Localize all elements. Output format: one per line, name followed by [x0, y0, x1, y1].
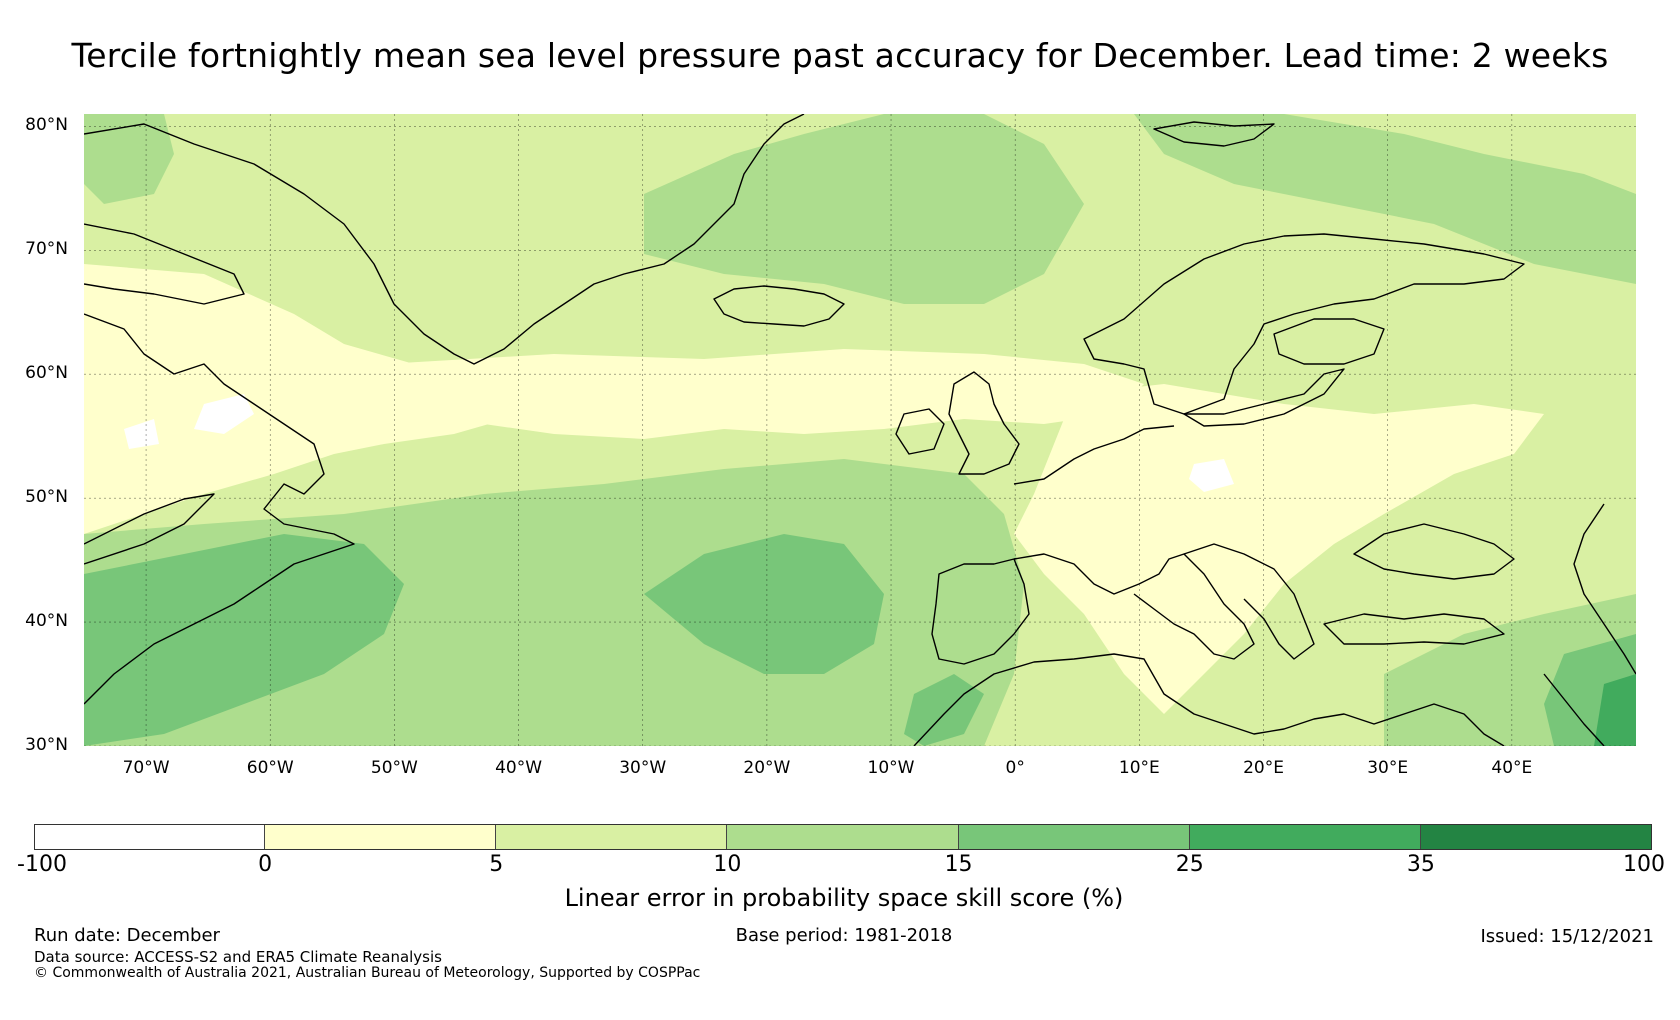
- colorbar-tick-label: 10: [713, 852, 742, 877]
- skill-score-map: [84, 114, 1636, 746]
- coastline-east: [1573, 503, 1636, 675]
- colorbar-tick-label: 0: [258, 852, 273, 877]
- lon-tick-label: 20°W: [743, 758, 791, 778]
- region-10-15-greenland-sea: [644, 114, 1084, 304]
- region-10-15-arctic-norway: [1134, 114, 1636, 284]
- colorbar-bin: [1420, 824, 1652, 850]
- coastline-balkans: [1183, 543, 1315, 660]
- coastline-baffin: [84, 223, 245, 305]
- colorbar-bin: [496, 824, 728, 850]
- lat-tick-label: 60°N: [25, 363, 68, 384]
- colorbar: [34, 824, 1652, 850]
- coastline-red-sea: [1543, 673, 1605, 746]
- region-25-35-middle-east: [1594, 674, 1636, 746]
- region-0-5-labrador-canada: [84, 264, 524, 534]
- lat-tick-label: 50°N: [25, 487, 68, 508]
- lon-tick-label: 10°W: [867, 758, 915, 778]
- colorbar-bin: [34, 824, 266, 850]
- region-negative-newfoundland-2: [124, 419, 159, 449]
- region-0-5-europe: [1014, 384, 1544, 714]
- lon-tick-label: 70°W: [122, 758, 170, 778]
- data-source: Data source: ACCESS-S2 and ERA5 Climate …: [34, 948, 442, 966]
- coastline-greenland: [84, 114, 805, 365]
- lon-tick-label: 30°E: [1367, 758, 1409, 778]
- region-15-25-west-atlantic: [84, 534, 404, 746]
- lat-tick-label: 40°N: [25, 611, 68, 632]
- colorbar-tick-label: 35: [1406, 852, 1435, 877]
- coastline-black-sea: [1353, 523, 1515, 580]
- lon-tick-label: 60°W: [246, 758, 294, 778]
- chart-title: Tercile fortnightly mean sea level press…: [71, 36, 1609, 75]
- issued-date: Issued: 15/12/2021: [1480, 926, 1654, 947]
- coastline-ireland: [895, 408, 945, 455]
- coastline-canada-interior: [84, 493, 215, 565]
- coastline-north-africa: [913, 653, 1505, 746]
- coastline-iberia: [931, 558, 1030, 665]
- coastline-turkey: [1323, 613, 1505, 645]
- lon-tick-label: 50°W: [370, 758, 418, 778]
- lon-tick-label: 40°E: [1491, 758, 1533, 778]
- lat-tick-label: 70°N: [25, 239, 68, 260]
- colorbar-tick-label: 15: [944, 852, 973, 877]
- coastline-iceland: [713, 285, 845, 327]
- lon-tick-label: 40°W: [495, 758, 543, 778]
- coastline-labrador: [84, 313, 355, 705]
- lon-tick-label: 10°E: [1118, 758, 1160, 778]
- lat-tick-label: 80°N: [25, 115, 68, 136]
- colorbar-label: Linear error in probability space skill …: [564, 884, 1124, 912]
- region-10-15-labrador-sea: [84, 114, 174, 204]
- colorbar-tick-label: 100: [1623, 852, 1665, 877]
- base-period: Base period: 1981-2018: [735, 925, 953, 946]
- lon-tick-label: 0°: [1005, 758, 1025, 778]
- colorbar-bin: [265, 824, 497, 850]
- colorbar-tick-label: 25: [1175, 852, 1204, 877]
- run-date: Run date: December: [34, 925, 220, 946]
- coastline-svalbard: [1153, 121, 1275, 147]
- lat-tick-label: 30°N: [25, 735, 68, 755]
- colorbar-bin: [727, 824, 959, 850]
- region-0-5-north-atlantic-band: [384, 349, 1144, 439]
- colorbar-tick-label: 5: [489, 852, 504, 877]
- map-panel: [84, 114, 1636, 746]
- coastline-scandinavia: [1083, 233, 1525, 415]
- lon-tick-label: 20°E: [1243, 758, 1284, 778]
- coastline-europe-north: [1013, 425, 1175, 485]
- colorbar-bin: [1189, 824, 1421, 850]
- lon-tick-label: 30°W: [619, 758, 667, 778]
- region-15-25-mid-atlantic: [644, 534, 884, 674]
- copyright: © Commonwealth of Australia 2021, Austra…: [34, 965, 701, 981]
- colorbar-frame: [34, 824, 1652, 850]
- coastline-finland: [1273, 318, 1385, 365]
- coastline-france-italy: [1013, 553, 1255, 660]
- coastline-baltic: [1183, 368, 1345, 427]
- region-negative-central-europe: [1189, 459, 1234, 492]
- region-negative-newfoundland-1: [194, 394, 254, 434]
- colorbar-bin: [958, 824, 1190, 850]
- coastline-great-britain: [948, 371, 1020, 475]
- region-15-25-morocco: [904, 674, 984, 746]
- colorbar-tick-label: -100: [17, 852, 67, 877]
